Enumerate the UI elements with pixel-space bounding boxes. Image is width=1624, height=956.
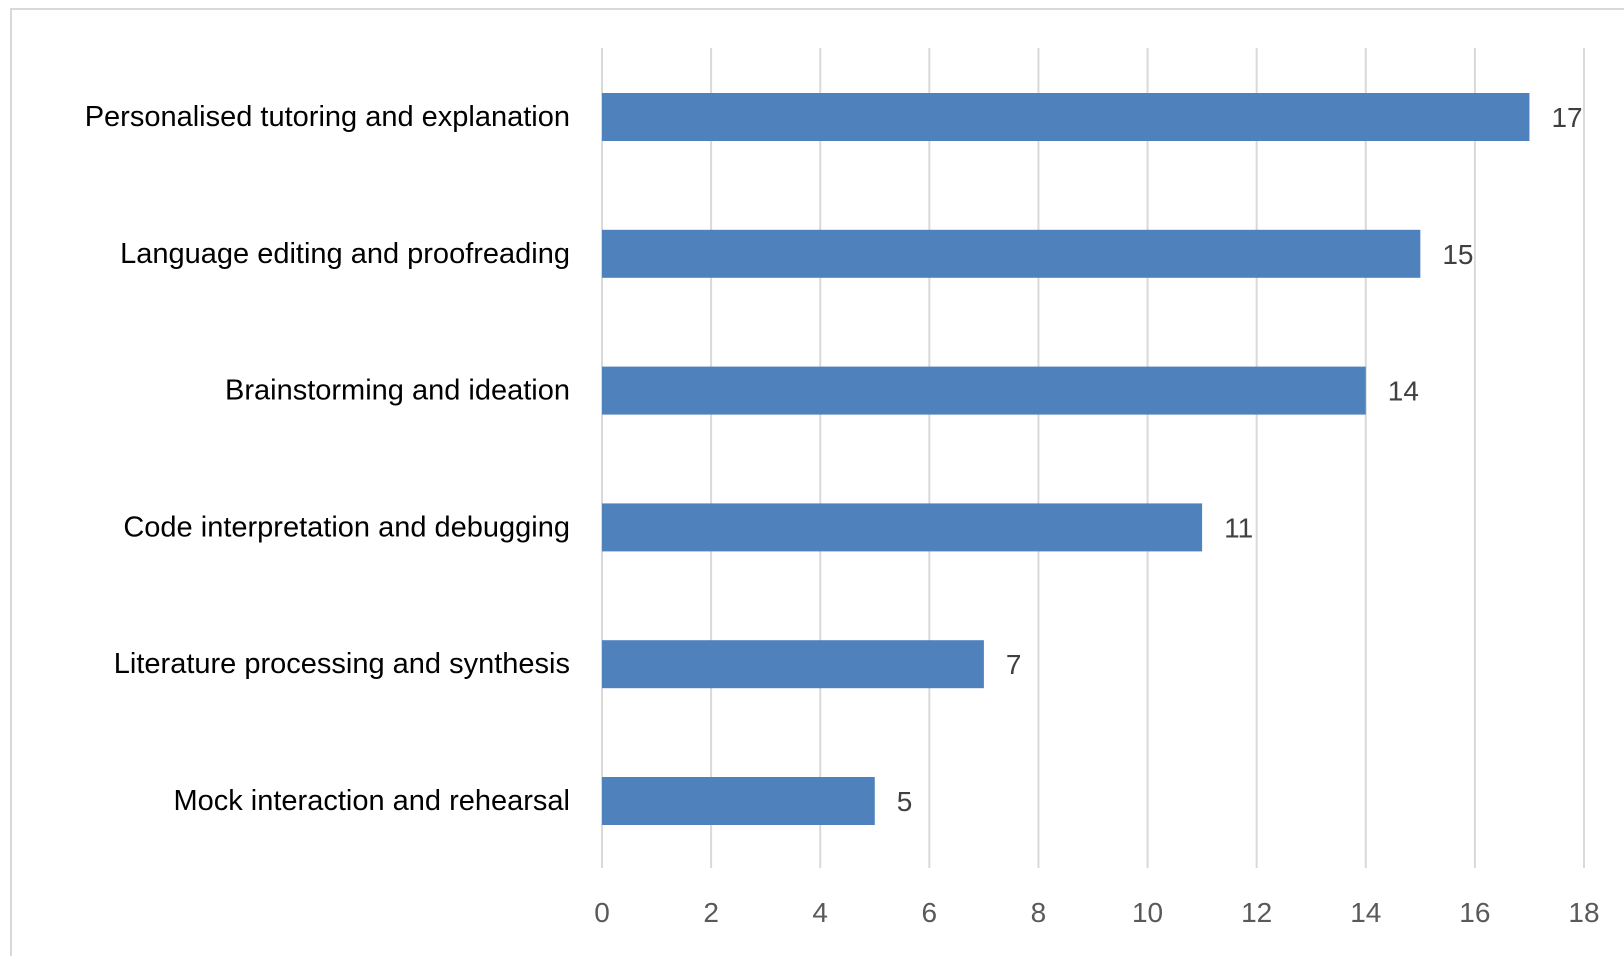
gridlines bbox=[601, 48, 1585, 868]
category-label: Literature processing and synthesis bbox=[114, 648, 570, 680]
bar bbox=[602, 503, 1203, 552]
x-tick-label: 18 bbox=[1568, 897, 1599, 928]
category-label: Brainstorming and ideation bbox=[225, 375, 570, 407]
category-labels: Personalised tutoring and explanation Lan… bbox=[85, 101, 570, 817]
x-tick-label: 10 bbox=[1132, 897, 1163, 928]
bar bbox=[602, 366, 1366, 415]
bar bbox=[602, 640, 984, 689]
x-tick-label: 16 bbox=[1459, 897, 1490, 928]
x-tick-label: 14 bbox=[1350, 897, 1381, 928]
x-tick-label: 2 bbox=[703, 897, 719, 928]
data-label: 17 bbox=[1551, 102, 1582, 133]
x-tick-label: 6 bbox=[922, 897, 938, 928]
category-label: Mock interaction and rehearsal bbox=[173, 785, 570, 817]
bar bbox=[602, 777, 875, 825]
bar bbox=[602, 93, 1530, 141]
data-label: 5 bbox=[897, 786, 913, 817]
category-label: Personalised tutoring and explanation bbox=[85, 101, 570, 133]
x-axis-tick-labels: 0 2 4 6 8 10 12 14 16 18 bbox=[594, 897, 1599, 928]
category-label: Language editing and proofreading bbox=[120, 238, 570, 270]
category-label: Code interpretation and debugging bbox=[123, 511, 570, 543]
x-tick-label: 12 bbox=[1241, 897, 1272, 928]
data-label: 15 bbox=[1442, 239, 1473, 270]
x-tick-label: 8 bbox=[1031, 897, 1047, 928]
x-tick-label: 0 bbox=[594, 897, 610, 928]
bars bbox=[602, 93, 1530, 825]
x-tick-label: 4 bbox=[812, 897, 828, 928]
data-labels: 17 15 14 11 7 5 bbox=[897, 102, 1583, 817]
data-label: 14 bbox=[1388, 376, 1419, 407]
data-label: 7 bbox=[1006, 649, 1022, 680]
data-label: 11 bbox=[1224, 512, 1253, 543]
bar bbox=[602, 229, 1421, 278]
